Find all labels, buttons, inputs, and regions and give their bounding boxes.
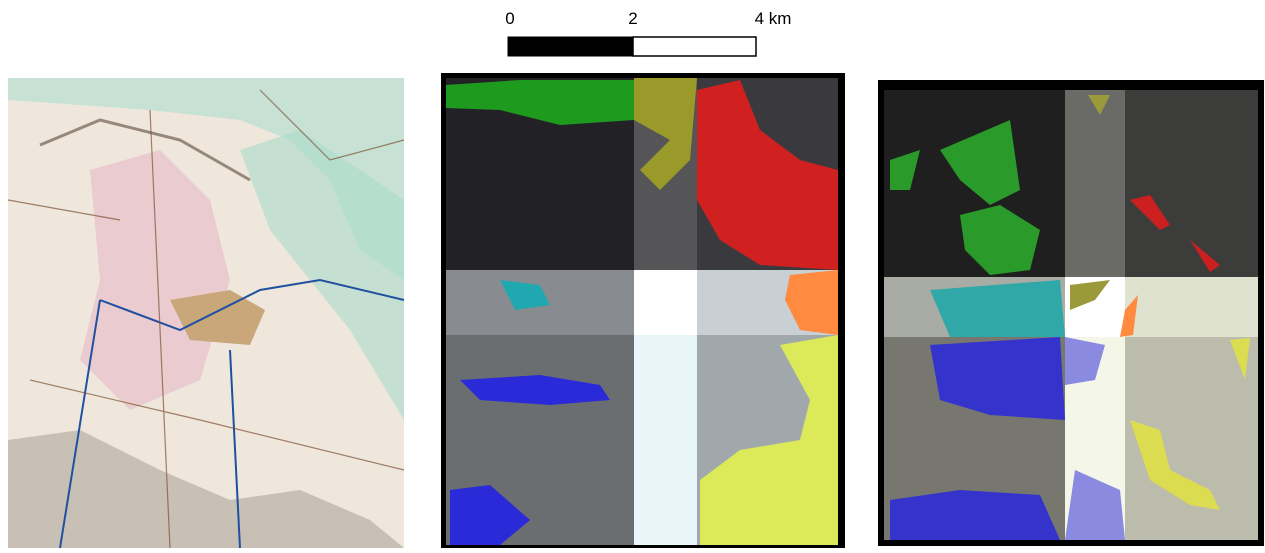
scale-label: 4 km — [755, 9, 792, 28]
topographic-map — [8, 78, 404, 548]
classification-map-b — [878, 80, 1264, 546]
tile — [1125, 90, 1258, 277]
scale-bar: 0 2 4 km — [505, 9, 791, 56]
tile — [634, 270, 697, 335]
scale-segment-white — [633, 37, 756, 56]
scale-label: 0 — [505, 9, 514, 28]
tile — [634, 335, 697, 545]
tile — [1065, 90, 1125, 277]
classification-map-a — [441, 73, 845, 548]
scale-label: 2 — [628, 9, 637, 28]
figure: 0 2 4 km — [0, 0, 1265, 548]
tile — [1125, 277, 1258, 337]
class-cyan — [930, 280, 1065, 337]
scale-segment-black — [508, 37, 633, 56]
